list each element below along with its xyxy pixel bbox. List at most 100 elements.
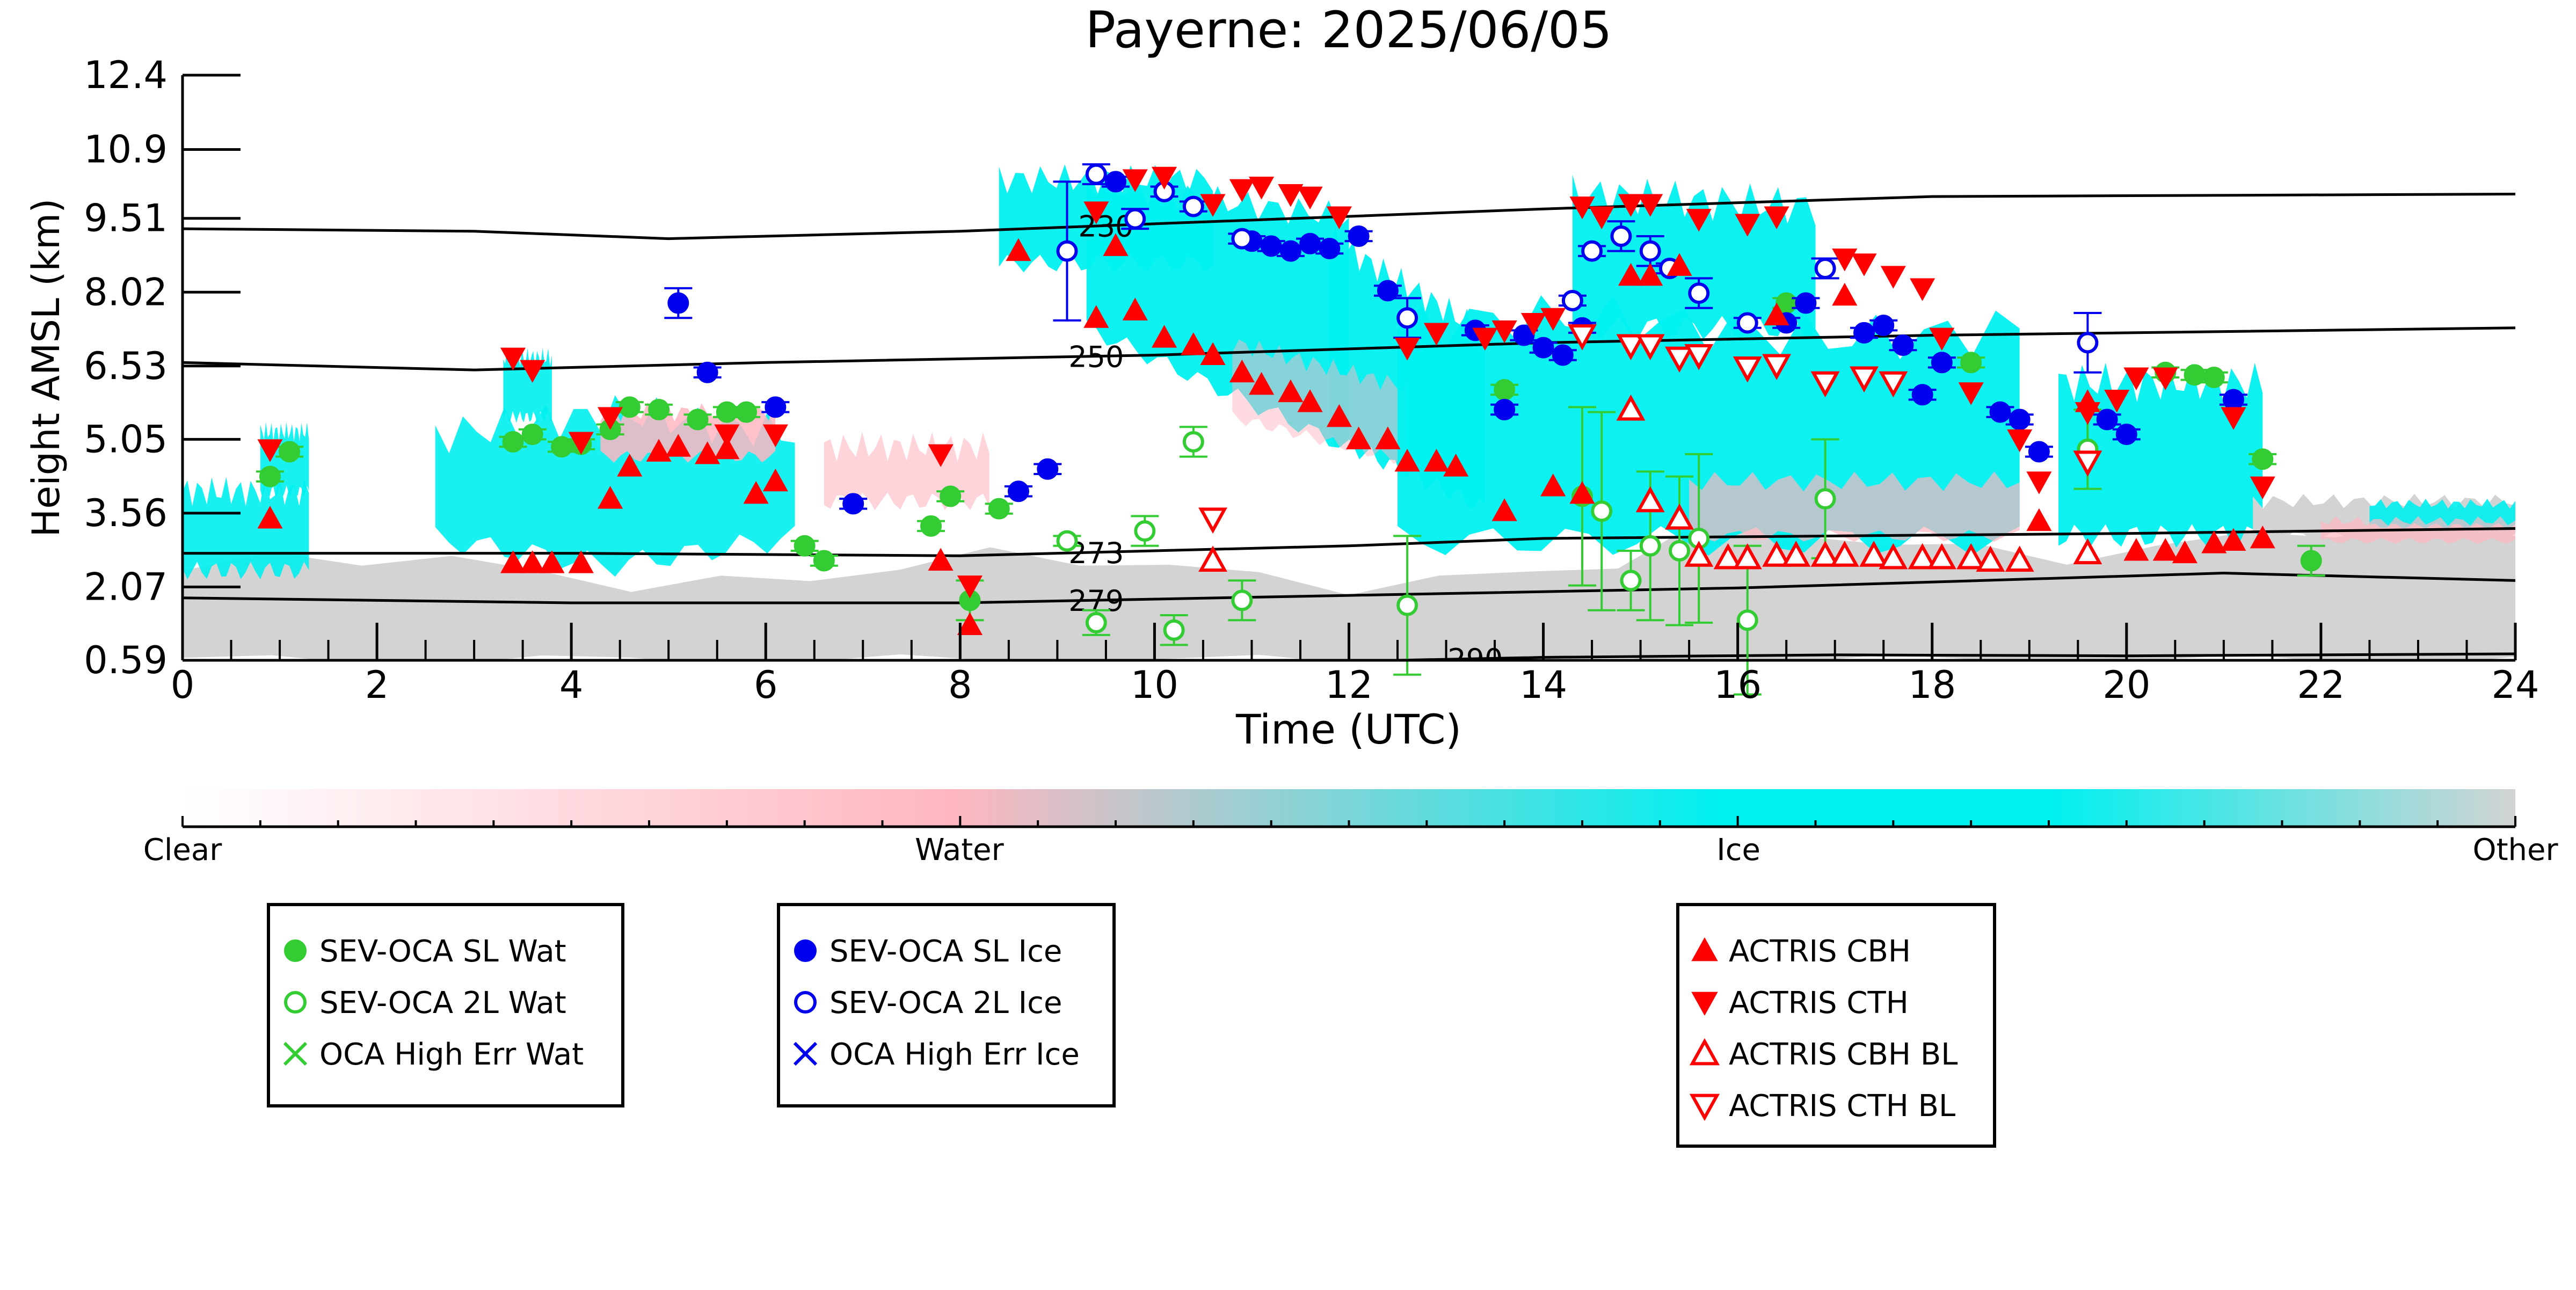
contour-250 xyxy=(183,326,2515,371)
data-point xyxy=(957,612,983,635)
colorbar-ticks xyxy=(181,816,2516,827)
data-point xyxy=(1810,541,1840,567)
legend-label: ACTRIS CBH BL xyxy=(1729,1037,1958,1072)
series-actris-cbh-bl xyxy=(1198,394,2102,572)
legend-label: SEV-OCA SL Wat xyxy=(319,934,566,969)
data-point xyxy=(2026,508,2052,531)
data-point xyxy=(1956,543,1986,570)
data-point xyxy=(1814,257,1836,279)
data-point xyxy=(1229,359,1255,383)
legend-marker xyxy=(1691,992,1718,1016)
x-tick-label: 6 xyxy=(754,663,778,707)
legend-label: ACTRIS CTH xyxy=(1729,986,1909,1021)
data-point xyxy=(1532,337,1554,359)
legend-frame xyxy=(777,903,1116,1107)
data-point xyxy=(696,361,718,383)
data-point xyxy=(1278,379,1304,403)
mask-water-afternoon xyxy=(1689,471,2020,542)
legends: SEV-OCA SL Wat SEV-OCA 2L Wat OCA High Err… xyxy=(267,903,1996,1148)
legend-frame xyxy=(1676,903,1996,1148)
data-point xyxy=(1879,371,1908,398)
data-point xyxy=(1810,371,1840,398)
x-tick-label: 10 xyxy=(1131,663,1178,707)
data-point xyxy=(1635,334,1665,361)
data-point xyxy=(1569,480,1595,504)
contour-label-230: 230 xyxy=(1078,209,1133,243)
data-point xyxy=(1377,280,1399,302)
data-point xyxy=(2077,332,2099,354)
data-point xyxy=(1735,214,1760,237)
series-sev-oca-sl-wat xyxy=(256,292,2325,622)
data-point xyxy=(687,409,709,431)
data-point xyxy=(617,454,643,477)
data-point xyxy=(1686,209,1712,232)
legend-marker xyxy=(1689,1094,1720,1121)
data-point xyxy=(813,550,835,572)
legend-label: SEV-OCA 2L Wat xyxy=(319,986,566,1021)
data-point xyxy=(1618,263,1644,286)
x-tick-label: 0 xyxy=(171,663,195,707)
data-point xyxy=(1639,535,1661,557)
data-point xyxy=(500,347,526,370)
data-point xyxy=(1762,354,1792,380)
data-point xyxy=(1635,486,1665,513)
data-point xyxy=(1249,371,1275,395)
data-point xyxy=(2222,389,2244,411)
data-point xyxy=(762,424,788,448)
data-point xyxy=(1297,389,1323,412)
contour-label-250: 250 xyxy=(1068,340,1124,374)
legend-frame xyxy=(267,903,624,1107)
data-point xyxy=(598,486,623,509)
data-point xyxy=(2172,540,2198,564)
legend-marker xyxy=(284,991,307,1014)
data-point xyxy=(2026,471,2052,494)
data-point xyxy=(1083,201,1109,224)
data-point xyxy=(2300,550,2322,572)
data-point xyxy=(1616,394,1646,421)
data-point xyxy=(1830,541,1859,567)
chart-title: Payerne: 2025/06/05 xyxy=(1085,1,1612,60)
data-point xyxy=(1618,194,1644,217)
data-point xyxy=(1278,184,1304,207)
x-tick-label: 8 xyxy=(948,663,972,707)
data-point xyxy=(1684,344,1714,370)
data-point xyxy=(2152,367,2178,390)
data-point xyxy=(1085,611,1107,633)
data-point xyxy=(2123,538,2149,561)
data-point xyxy=(762,468,788,492)
data-point xyxy=(1620,570,1642,592)
data-point xyxy=(1814,488,1836,510)
data-point xyxy=(1037,458,1059,480)
data-point xyxy=(665,434,691,457)
data-point xyxy=(279,441,301,463)
data-point xyxy=(794,535,816,557)
data-point xyxy=(1151,325,1177,348)
y-tick-label: 0.59 xyxy=(84,638,168,682)
legend-marker xyxy=(1689,1038,1720,1066)
data-point xyxy=(1520,312,1547,336)
colorbar-label-other: Other xyxy=(2472,833,2558,868)
legend-marker xyxy=(1691,937,1718,961)
data-point xyxy=(648,398,670,420)
colorbar-label-clear: Clear xyxy=(143,833,222,868)
colorbar-label-ice: Ice xyxy=(1716,833,1760,868)
data-point xyxy=(502,431,524,453)
series-actris-cbh xyxy=(257,233,2275,635)
data-point xyxy=(1764,302,1789,326)
x-axis-label: Time (UTC) xyxy=(1235,705,1461,753)
contour-label-273: 273 xyxy=(1068,536,1124,570)
data-point xyxy=(1056,240,1078,262)
data-point xyxy=(1581,240,1603,262)
data-point xyxy=(1326,404,1352,427)
data-point xyxy=(1859,541,1889,567)
data-point xyxy=(1200,342,1226,365)
data-point xyxy=(714,424,740,448)
data-point xyxy=(1200,194,1226,217)
data-point xyxy=(1638,194,1663,217)
data-point xyxy=(1832,282,1858,306)
data-point xyxy=(842,493,864,515)
data-point xyxy=(1375,426,1401,449)
phase-colorbar: Clear Water Ice Other xyxy=(143,789,2558,868)
legend-marker xyxy=(284,939,307,962)
data-point xyxy=(1007,480,1029,502)
